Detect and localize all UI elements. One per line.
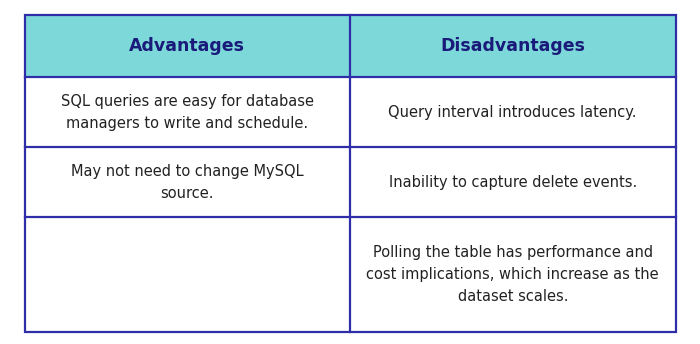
Bar bbox=[350, 217, 676, 332]
Text: Disadvantages: Disadvantages bbox=[440, 37, 585, 55]
Text: SQL queries are easy for database
managers to write and schedule.: SQL queries are easy for database manage… bbox=[61, 94, 314, 131]
Text: May not need to change MySQL
source.: May not need to change MySQL source. bbox=[71, 164, 304, 201]
Text: Inability to capture delete events.: Inability to capture delete events. bbox=[389, 175, 637, 190]
Bar bbox=[25, 217, 350, 332]
Bar bbox=[350, 147, 676, 217]
Bar bbox=[25, 77, 350, 147]
Bar bbox=[350, 15, 676, 77]
Text: Query interval introduces latency.: Query interval introduces latency. bbox=[389, 105, 637, 120]
Bar bbox=[25, 15, 350, 77]
Bar bbox=[350, 77, 676, 147]
Text: Polling the table has performance and
cost implications, which increase as the
d: Polling the table has performance and co… bbox=[366, 245, 659, 304]
Text: Advantages: Advantages bbox=[130, 37, 245, 55]
Bar bbox=[25, 147, 350, 217]
